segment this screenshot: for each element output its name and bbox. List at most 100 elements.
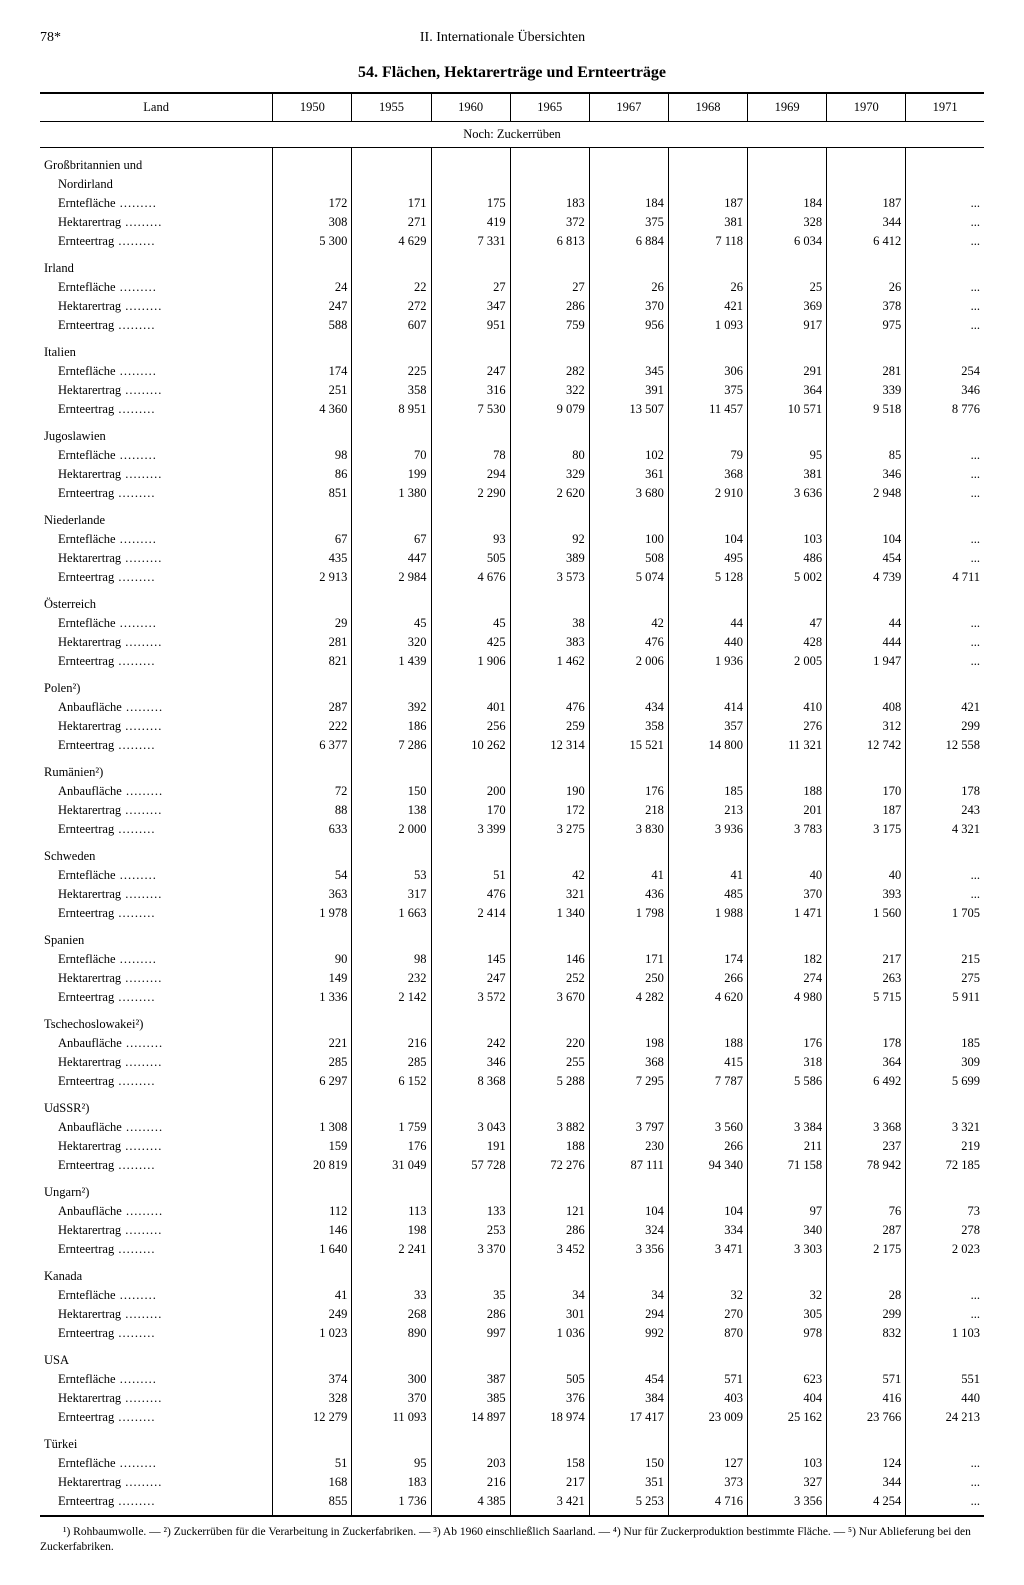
data-cell: 28 [827, 1286, 906, 1305]
data-cell: 184 [589, 194, 668, 213]
metric-label: Hektarertrag [40, 1473, 273, 1492]
data-cell: 150 [352, 782, 431, 801]
data-cell: 259 [510, 717, 589, 736]
metric-label: Hektarertrag [40, 717, 273, 736]
data-cell: 98 [273, 446, 352, 465]
empty-cell [906, 1343, 984, 1370]
country-name: Schweden [40, 839, 273, 866]
data-cell: 287 [273, 698, 352, 717]
data-cell: 320 [352, 633, 431, 652]
empty-cell [668, 175, 747, 194]
empty-cell [352, 419, 431, 446]
data-cell: 508 [589, 549, 668, 568]
data-cell: 328 [273, 1389, 352, 1408]
empty-cell [748, 503, 827, 530]
data-cell: ... [906, 1492, 984, 1516]
data-cell: 346 [906, 381, 984, 400]
data-cell: ... [906, 1454, 984, 1473]
data-cell: 4 620 [668, 988, 747, 1007]
metric-label: Ernteertrag [40, 904, 273, 923]
data-cell: 42 [510, 866, 589, 885]
country-name: Spanien [40, 923, 273, 950]
data-cell: 150 [589, 1454, 668, 1473]
empty-cell [510, 839, 589, 866]
empty-cell [827, 587, 906, 614]
data-cell: 361 [589, 465, 668, 484]
empty-cell [273, 923, 352, 950]
data-cell: 42 [589, 614, 668, 633]
data-cell: 476 [589, 633, 668, 652]
empty-cell [510, 335, 589, 362]
data-cell: 104 [589, 1202, 668, 1221]
data-cell: 33 [352, 1286, 431, 1305]
data-cell: 357 [668, 717, 747, 736]
empty-cell [510, 175, 589, 194]
data-cell: 133 [431, 1202, 510, 1221]
data-cell: 14 800 [668, 736, 747, 755]
empty-cell [431, 587, 510, 614]
data-cell: 358 [589, 717, 668, 736]
metric-label: Erntefläche [40, 614, 273, 633]
data-cell: 347 [431, 297, 510, 316]
data-cell: 5 002 [748, 568, 827, 587]
empty-cell [906, 503, 984, 530]
data-cell: 374 [273, 1370, 352, 1389]
data-cell: 3 572 [431, 988, 510, 1007]
empty-cell [589, 503, 668, 530]
data-cell: 266 [668, 1137, 747, 1156]
empty-cell [352, 587, 431, 614]
data-cell: 855 [273, 1492, 352, 1516]
data-cell: 6 884 [589, 232, 668, 251]
metric-label: Ernteertrag [40, 400, 273, 419]
data-cell: 393 [827, 885, 906, 904]
data-cell: 2 241 [352, 1240, 431, 1259]
data-cell: 370 [589, 297, 668, 316]
empty-cell [668, 923, 747, 950]
empty-cell [510, 1343, 589, 1370]
data-cell: 25 [748, 278, 827, 297]
data-cell: 285 [273, 1053, 352, 1072]
data-cell: 183 [510, 194, 589, 213]
data-cell: 2 910 [668, 484, 747, 503]
data-cell: 237 [827, 1137, 906, 1156]
data-cell: 551 [906, 1370, 984, 1389]
data-cell: ... [906, 614, 984, 633]
empty-cell [906, 671, 984, 698]
empty-cell [827, 839, 906, 866]
data-cell: 12 314 [510, 736, 589, 755]
empty-cell [510, 419, 589, 446]
data-cell: 3 830 [589, 820, 668, 839]
empty-cell [589, 175, 668, 194]
data-cell: 11 093 [352, 1408, 431, 1427]
empty-cell [273, 1427, 352, 1454]
data-cell: 44 [668, 614, 747, 633]
data-cell: 421 [906, 698, 984, 717]
data-cell: 339 [827, 381, 906, 400]
data-cell: 324 [589, 1221, 668, 1240]
empty-cell [431, 419, 510, 446]
data-cell: 1 640 [273, 1240, 352, 1259]
data-cell: 178 [827, 1034, 906, 1053]
empty-cell [827, 335, 906, 362]
data-cell: 170 [827, 782, 906, 801]
data-cell: 2 290 [431, 484, 510, 503]
country-name: Rumänien²) [40, 755, 273, 782]
metric-label: Ernteertrag [40, 568, 273, 587]
data-cell: 4 360 [273, 400, 352, 419]
data-cell: 351 [589, 1473, 668, 1492]
empty-cell [668, 1091, 747, 1118]
data-cell: 340 [748, 1221, 827, 1240]
empty-cell [431, 1259, 510, 1286]
data-cell: 316 [431, 381, 510, 400]
metric-label: Hektarertrag [40, 1137, 273, 1156]
data-cell: 186 [352, 717, 431, 736]
empty-cell [273, 755, 352, 782]
metric-label: Erntefläche [40, 362, 273, 381]
metric-label: Anbaufläche [40, 1118, 273, 1137]
data-cell: 268 [352, 1305, 431, 1324]
data-cell: 72 276 [510, 1156, 589, 1175]
data-cell: 956 [589, 316, 668, 335]
empty-cell [589, 923, 668, 950]
data-cell: 29 [273, 614, 352, 633]
data-cell: 31 049 [352, 1156, 431, 1175]
